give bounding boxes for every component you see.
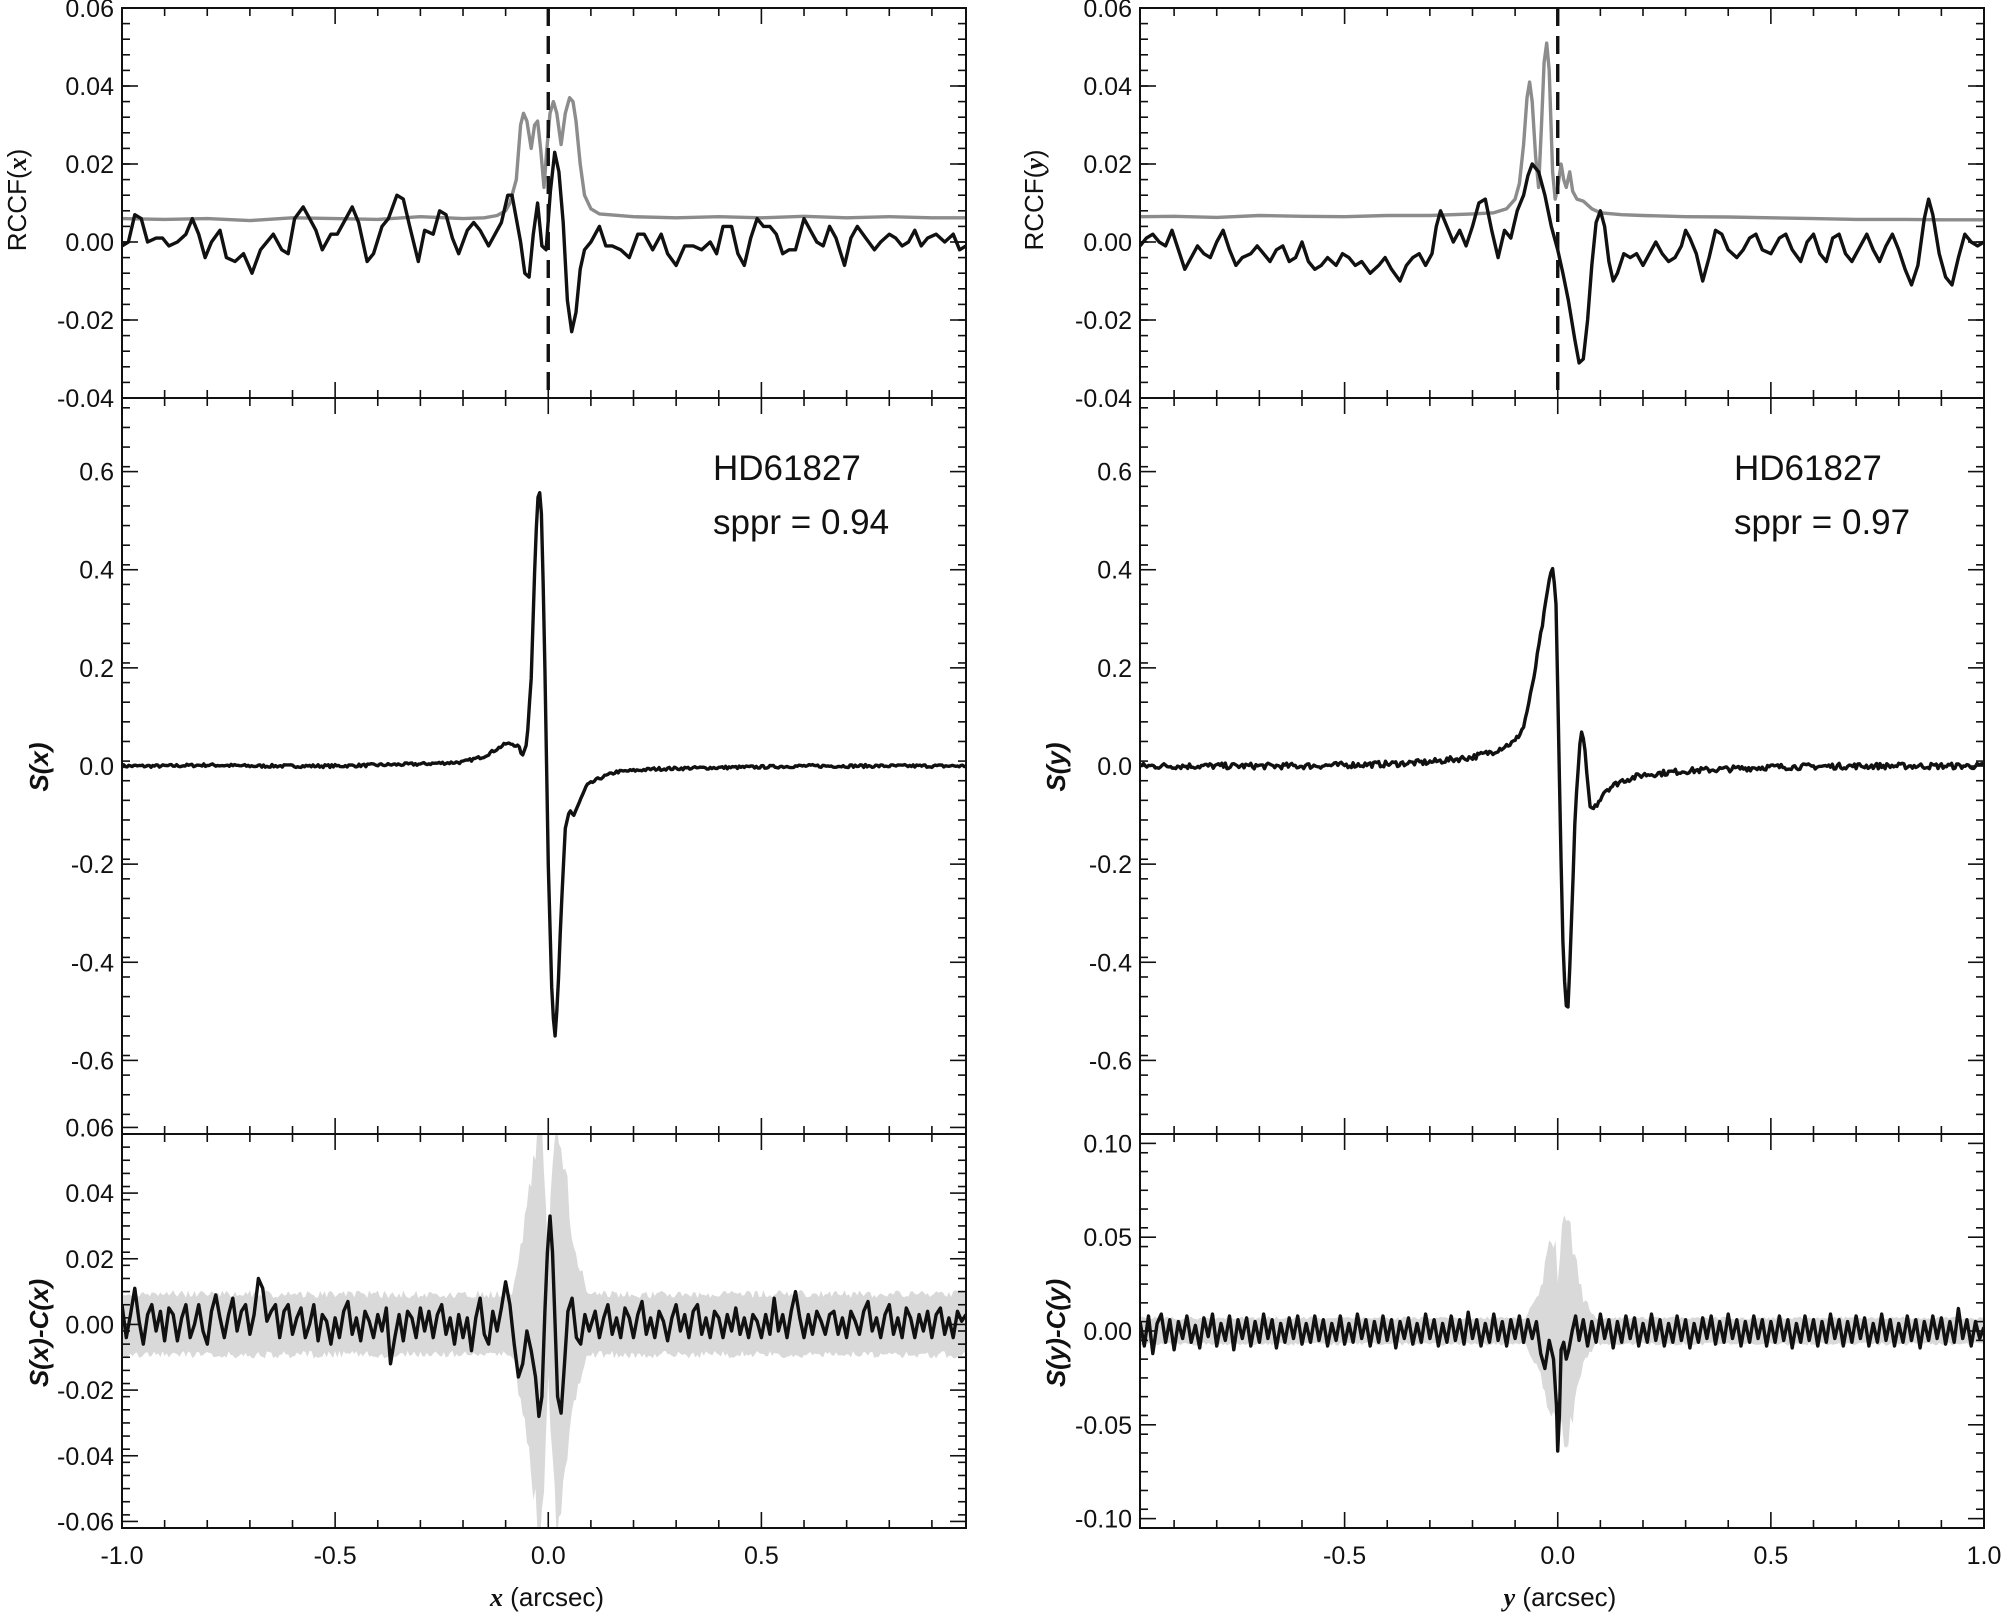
rccf-y-panel: 0.06 0.04 0.02 0.00 -0.02 -0.04: [1075, 0, 1985, 413]
plot-area: [122, 1134, 966, 1528]
y-tick-label: 0.0: [79, 753, 114, 781]
y-tick-label: -0.6: [71, 1047, 114, 1075]
y-tick-label: 0.02: [1083, 151, 1132, 179]
y-tick-label: 0.02: [65, 151, 114, 179]
series-line-data: [122, 150, 966, 334]
y-tick-label: -0.4: [71, 949, 114, 977]
x-tick-label: 1.0: [1967, 1542, 2002, 1570]
y-tick-label: 0.4: [1097, 557, 1132, 585]
rccf-x-panel: 0.06 0.04 0.02 0.00 -0.02 -0.04: [57, 0, 967, 413]
y-tick-label: 0.00: [1083, 229, 1132, 257]
x-tick-label: 0.5: [1753, 1542, 1788, 1570]
y-tick-label: 0.06: [65, 0, 114, 23]
y-tick-label: -0.2: [71, 851, 114, 879]
x-tick-label: 0.5: [744, 1542, 779, 1570]
y-tick-label: 0.6: [79, 459, 114, 487]
y-tick-label: -0.04: [57, 385, 114, 413]
series-line-data: [1140, 1306, 1984, 1453]
y-tick-label: -0.6: [1089, 1047, 1132, 1075]
ylabel-rccf-x: RCCF(x): [2, 149, 32, 252]
y-tick-label: -0.10: [1075, 1506, 1132, 1534]
xlabel-right: y (arcsec): [1501, 1582, 1617, 1612]
x-tick-label: -1.0: [100, 1542, 143, 1570]
annotation-right-star: HD61827: [1734, 449, 1882, 488]
left-column: 0.06 0.04 0.02 0.00 -0.02 -0.04 0.6 0.4 0.2 0.0 -…: [57, 0, 967, 1570]
series-line-data: [1140, 162, 1984, 365]
annotation-left-sppr: sppr = 0.94: [713, 503, 889, 542]
y-tick-label: 0.04: [65, 73, 114, 101]
ylabel-rccf-y: RCCF(y): [1019, 149, 1049, 250]
y-tick-label: 0.05: [1083, 1224, 1132, 1252]
y-tick-label: -0.02: [57, 307, 114, 335]
series-line-model: [1140, 41, 1984, 222]
y-tick-label: -0.02: [57, 1377, 114, 1405]
panel-frame: [1139, 7, 1985, 399]
plot-area: [122, 96, 966, 334]
uncertainty-band: [1140, 1215, 1984, 1448]
ylabel-s-y: S(y): [1041, 742, 1071, 791]
annotation-left-star: HD61827: [713, 449, 861, 488]
series-line-data: [1140, 566, 1984, 1009]
y-tick-label: -0.06: [57, 1508, 114, 1536]
y-tick-label: -0.04: [1075, 385, 1132, 413]
y-tick-label: 0.04: [1083, 73, 1132, 101]
xlabel-left: x (arcsec): [489, 1582, 604, 1612]
series-line-model: [122, 96, 966, 223]
y-tick-label: 0.06: [1083, 0, 1132, 23]
ylabel-res-y: S(y)-C(y): [1041, 1279, 1071, 1387]
x-tick-label: 0.0: [1540, 1542, 1575, 1570]
x-tick-label: -0.5: [1323, 1542, 1366, 1570]
y-tick-label: 0.00: [1083, 1318, 1132, 1346]
annotation-right-sppr: sppr = 0.97: [1734, 503, 1910, 542]
x-tick-label: 0.0: [531, 1542, 566, 1570]
residual-y-panel: 0.10 0.05 0.00 -0.05 -0.10 -0.5 0.0 0.5 1.0: [1075, 1130, 2001, 1570]
y-tick-label: 0.00: [65, 1311, 114, 1339]
y-tick-label: 0.00: [65, 229, 114, 257]
residual-x-panel: 0.06 0.04 0.02 0.00 -0.02 -0.04 -0.06 -1.0 -0.5 0…: [57, 1114, 967, 1570]
y-tick-label: -0.05: [1075, 1412, 1132, 1440]
y-tick-label: 0.06: [65, 1114, 114, 1142]
y-tick-label: 0.0: [1097, 753, 1132, 781]
ylabel-s-x: S(x): [24, 742, 54, 791]
y-tick-label: 0.02: [65, 1246, 114, 1274]
plot-area: [1140, 566, 1984, 1009]
ylabel-res-x: S(x)-C(x): [24, 1279, 54, 1387]
y-tick-label: 0.2: [79, 655, 114, 683]
plot-area: [1140, 41, 1984, 365]
s-x-panel: 0.6 0.4 0.2 0.0 -0.2 -0.4 -0.6: [71, 397, 967, 1135]
right-column: 0.06 0.04 0.02 0.00 -0.02 -0.04 0.6 0.4 0.2 0.0 -…: [1075, 0, 2001, 1570]
plot-area: [122, 491, 966, 1038]
y-tick-label: 0.2: [1097, 655, 1132, 683]
x-tick-label: -0.5: [314, 1542, 357, 1570]
y-tick-label: 0.10: [1083, 1130, 1132, 1158]
s-y-panel: 0.6 0.4 0.2 0.0 -0.2 -0.4 -0.6: [1089, 397, 1985, 1135]
plot-area: [1140, 1215, 1984, 1453]
y-tick-label: -0.2: [1089, 851, 1132, 879]
y-tick-label: -0.4: [1089, 949, 1132, 977]
y-tick-label: 0.04: [65, 1180, 114, 1208]
series-line-data: [122, 1214, 966, 1419]
y-tick-label: -0.04: [57, 1443, 114, 1471]
panel-frame: [121, 7, 967, 399]
y-tick-label: 0.4: [79, 557, 114, 585]
y-tick-label: -0.02: [1075, 307, 1132, 335]
y-tick-label: 0.6: [1097, 459, 1132, 487]
series-line-data: [122, 491, 966, 1038]
